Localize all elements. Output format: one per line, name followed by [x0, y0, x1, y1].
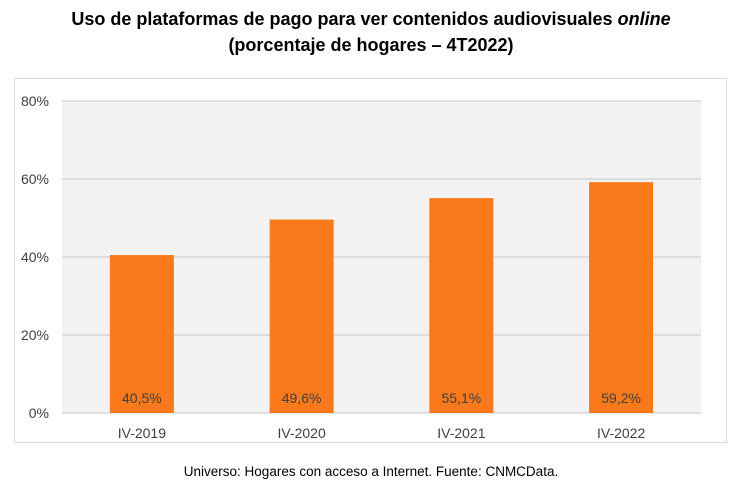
y-tick-label: 40%	[21, 249, 49, 265]
x-tick-label: IV-2022	[597, 425, 645, 441]
chart-title-emphasis: online	[617, 9, 671, 29]
data-label: 40,5%	[122, 390, 162, 406]
y-tick-label: 60%	[21, 171, 49, 187]
bar	[109, 255, 174, 413]
y-tick-label: 0%	[29, 405, 49, 421]
y-tick-label: 20%	[21, 327, 49, 343]
data-label: 49,6%	[282, 390, 322, 406]
y-tick-label: 80%	[21, 93, 49, 109]
data-label: 55,1%	[442, 390, 482, 406]
chart-title: Uso de plataformas de pago para ver cont…	[0, 6, 742, 58]
bar	[429, 198, 494, 413]
x-tick-label: IV-2021	[437, 425, 485, 441]
x-tick-label: IV-2020	[277, 425, 325, 441]
bar	[589, 182, 654, 413]
chart-footnote: Universo: Hogares con acceso a Internet.…	[183, 464, 559, 479]
x-tick-label: IV-2019	[118, 425, 166, 441]
chart-title-line-1: Uso de plataformas de pago para ver cont…	[71, 9, 671, 29]
bar	[269, 219, 334, 413]
chart-subtitle: (porcentaje de hogares – 4T2022)	[228, 35, 514, 55]
data-label: 59,2%	[601, 390, 641, 406]
